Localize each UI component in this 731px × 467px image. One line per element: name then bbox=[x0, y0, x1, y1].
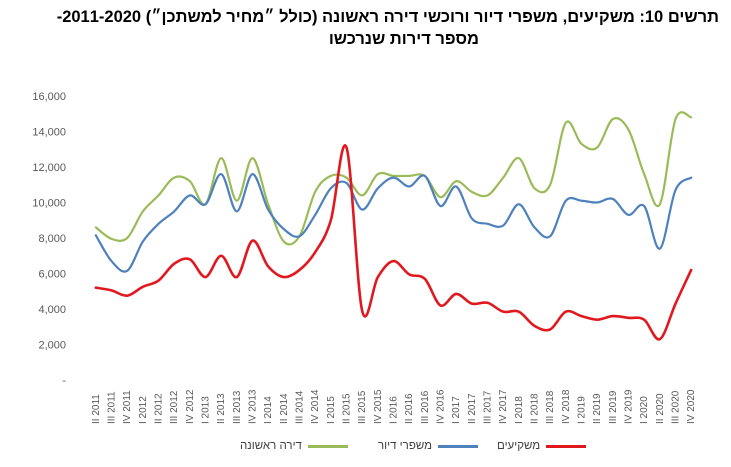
x-tick-label: II 2020 bbox=[655, 393, 666, 424]
x-tick-label: I 2013 bbox=[201, 396, 212, 424]
x-tick-label: II 2018 bbox=[530, 393, 541, 424]
x-tick-label: I 2017 bbox=[451, 396, 462, 424]
y-tick-label: 10,000 bbox=[32, 198, 66, 210]
x-tick-label: III 2014 bbox=[295, 390, 306, 424]
y-tick-label: 14,000 bbox=[32, 127, 66, 139]
x-tick-label: III 2019 bbox=[608, 390, 619, 424]
x-tick-label: IV 2016 bbox=[436, 389, 447, 424]
x-tick-label: II 2017 bbox=[467, 393, 478, 424]
x-tick-label: I 2020 bbox=[639, 396, 650, 424]
x-tick-label: II 2016 bbox=[404, 393, 415, 424]
x-tick-label: III 2017 bbox=[483, 390, 494, 424]
x-tick-label: II 2014 bbox=[279, 393, 290, 424]
chart-title-line2: מספר דירות שנרכשו bbox=[328, 30, 479, 48]
x-tick-label: IV 2017 bbox=[498, 389, 509, 424]
x-tick-label: I 2014 bbox=[263, 396, 274, 424]
series-line-upgraders bbox=[94, 173, 693, 273]
x-tick-label: I 2016 bbox=[389, 396, 400, 424]
legend-label-first-time-buyers: דירה ראשונה bbox=[240, 440, 302, 452]
y-tick-label: 16,000 bbox=[32, 91, 66, 103]
x-tick-label: III 2020 bbox=[671, 390, 682, 424]
x-tick-label: III 2016 bbox=[420, 390, 431, 424]
x-tick-label: IV 2013 bbox=[248, 389, 259, 424]
x-tick-label: IV 2018 bbox=[561, 389, 572, 424]
x-axis: II 2011 III 2011 IV 2011 I 2012 II 2012 III 2… bbox=[91, 389, 697, 424]
legend-item-upgraders: משפרי דיור bbox=[378, 440, 479, 452]
y-axis: - 2,000 4,000 6,000 8,000 10,000 12,000 14,000 1… bbox=[32, 91, 66, 387]
x-tick-label: I 2015 bbox=[326, 396, 337, 424]
x-tick-label: IV 2015 bbox=[373, 389, 384, 424]
x-tick-label: III 2013 bbox=[232, 390, 243, 424]
y-tick-label: 2,000 bbox=[38, 340, 66, 352]
legend-label-upgraders: משפרי דיור bbox=[378, 440, 433, 452]
x-tick-label: III 2015 bbox=[357, 390, 368, 424]
legend-swatch-first-time-buyers bbox=[307, 444, 348, 448]
x-tick-label: I 2012 bbox=[138, 396, 149, 424]
x-tick-label: II 2013 bbox=[216, 393, 227, 424]
x-tick-label: IV 2019 bbox=[624, 389, 635, 424]
y-tick-label: 6,000 bbox=[38, 269, 66, 281]
x-tick-label: II 2012 bbox=[154, 393, 165, 424]
x-tick-label: IV 2014 bbox=[310, 389, 321, 424]
x-tick-label: II 2019 bbox=[592, 393, 603, 424]
y-tick-label: - bbox=[62, 375, 66, 387]
legend-item-investors: משקיעים bbox=[497, 440, 587, 452]
chart-title-line1: תרשים 10: משקיעים, משפרי דיור ורוכשי דיר… bbox=[56, 8, 719, 26]
x-tick-label: I 2018 bbox=[514, 396, 525, 424]
y-tick-label: 8,000 bbox=[38, 233, 66, 245]
x-tick-label: II 2015 bbox=[342, 393, 353, 424]
legend-item-first-time-buyers: דירה ראשונה bbox=[240, 440, 348, 452]
x-tick-label: IV 2011 bbox=[122, 390, 133, 424]
legend-swatch-investors bbox=[546, 444, 587, 448]
legend-label-investors: משקיעים bbox=[497, 440, 541, 452]
legend-swatch-upgraders bbox=[438, 444, 479, 448]
x-tick-label: II 2011 bbox=[91, 394, 102, 424]
legend: דירה ראשונה משפרי דיור משקיעים bbox=[0, 440, 731, 460]
x-tick-label: III 2018 bbox=[545, 390, 556, 424]
series-line-investors bbox=[94, 144, 693, 341]
series-layer bbox=[94, 111, 693, 341]
x-tick-label: IV 2012 bbox=[185, 389, 196, 424]
y-tick-label: 4,000 bbox=[38, 304, 66, 316]
x-tick-label: IV 2020 bbox=[686, 389, 697, 424]
x-tick-label: I 2019 bbox=[577, 396, 588, 424]
x-tick-label: III 2011 bbox=[107, 391, 118, 424]
x-tick-label: III 2012 bbox=[169, 390, 180, 424]
y-tick-label: 12,000 bbox=[32, 162, 66, 174]
chart-title: תרשים 10: משקיעים, משפרי דיור ורוכשי דיר… bbox=[9, 6, 719, 50]
series-line-first-time-buyers bbox=[94, 111, 693, 246]
